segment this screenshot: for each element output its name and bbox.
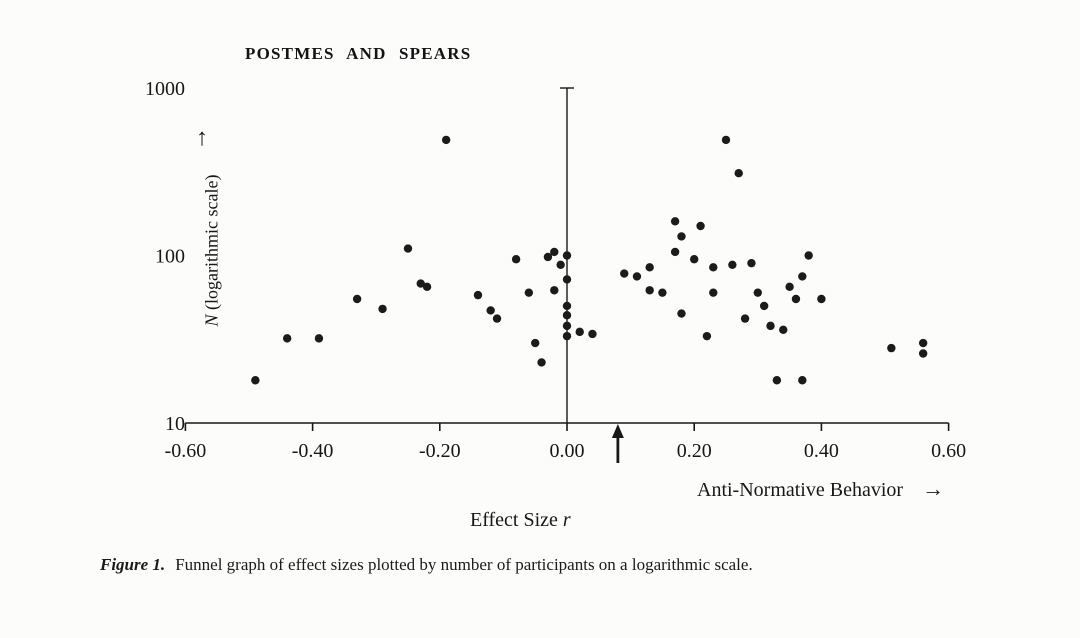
data-point [670,217,680,226]
data-point [918,338,928,348]
figure-caption: Figure 1. Funnel graph of effect sizes pl… [100,555,940,575]
data-point [492,314,502,323]
data-point [562,301,572,311]
data-point [562,275,572,284]
data-point [779,325,788,335]
x-axis-label-prefix: Effect Size [470,509,563,531]
x-tick-label: 0.40 [804,440,839,462]
data-point [562,251,572,260]
data-point [772,376,782,385]
y-tick-label: 10 [165,413,185,435]
data-point [677,309,686,318]
data-point [575,327,584,337]
x-axis-label: Effect Size r [470,509,571,532]
data-point [531,338,540,348]
x-tick-label: -0.40 [292,440,334,462]
data-point [550,286,559,295]
y-axis-label-text: (logarithmic scale) [201,174,222,315]
data-point [282,334,292,343]
x-tick-label: 0.60 [931,440,966,462]
data-point [486,306,495,315]
data-point [709,263,718,272]
caption-text: Funnel graph of effect sizes plotted by … [175,555,753,574]
data-point [524,288,534,297]
caption-label: Figure 1. [100,555,166,574]
data-point [314,334,324,343]
data-point [690,255,699,264]
data-point [416,279,425,288]
data-point [804,251,813,260]
y-tick-label: 1000 [145,78,185,100]
y-axis-variable: N [201,314,222,327]
data-point [670,247,680,257]
data-point [251,376,260,385]
data-point [918,349,928,358]
data-point [798,272,807,281]
data-point [645,286,654,295]
y-axis-label: N (logarithmic scale) [202,161,223,341]
running-head: POSTMES AND SPEARS [245,44,472,63]
data-point [645,263,654,272]
x-axis-secondary-label-text: Anti-Normative Behavior [697,479,904,501]
data-point [550,247,559,257]
x-axis-variable: r [562,509,571,531]
data-point [798,376,807,385]
data-point [728,260,737,269]
x-tick-label: 0.00 [550,440,585,462]
data-point [785,282,794,292]
data-point [537,358,546,367]
data-point [422,282,432,292]
data-point [753,288,762,297]
data-point [562,321,572,331]
mean-effect-arrow-head [611,424,624,438]
data-point [473,290,483,300]
data-point [511,255,521,264]
data-point [734,168,743,178]
data-point [562,311,572,320]
data-point [543,252,553,262]
data-point [747,258,756,268]
data-point [562,331,572,341]
x-tick-label: 0.20 [677,440,712,462]
data-point [378,304,387,314]
y-axis-up-arrow-icon: ↑ [196,125,208,151]
data-point [677,232,686,241]
data-point [791,294,801,304]
data-point [441,135,451,145]
data-point [556,260,565,269]
data-point [658,288,667,297]
data-point [403,244,413,253]
data-point [817,294,826,304]
data-point [766,321,775,331]
data-point [702,331,712,341]
right-arrow-icon: → [922,476,945,501]
data-point [588,329,597,339]
data-point [620,269,629,278]
data-point [632,272,642,281]
data-point [740,314,750,323]
x-tick-label: -0.20 [419,440,461,462]
data-point [352,294,362,304]
data-point [759,301,769,311]
y-tick-label: 100 [155,246,185,268]
x-axis-secondary-label: Anti-Normative Behavior → [697,476,944,502]
data-point [887,343,896,353]
data-point [709,288,718,297]
data-point [696,221,705,231]
x-tick-label: -0.60 [165,440,207,462]
data-point [721,135,731,145]
